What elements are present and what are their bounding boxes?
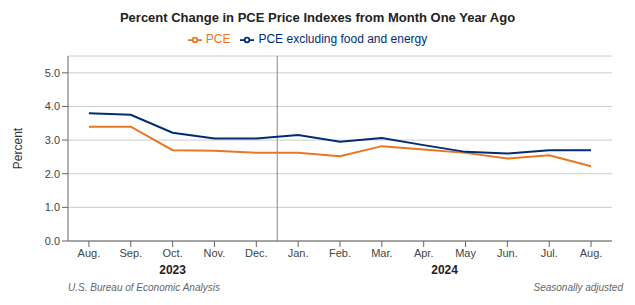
svg-text:Dec.: Dec. [245,247,268,259]
svg-text:Percent: Percent [11,127,25,169]
svg-text:Jul.: Jul. [541,247,558,259]
svg-text:Mar.: Mar. [371,247,392,259]
svg-text:Aug.: Aug. [580,247,603,259]
svg-text:2.0: 2.0 [45,168,60,180]
svg-text:Feb.: Feb. [329,247,351,259]
svg-text:Oct.: Oct. [163,247,183,259]
svg-text:4.0: 4.0 [45,100,60,112]
html-text:Seasonally adjusted: Seasonally adjusted [533,281,623,293]
svg-text:Aug.: Aug. [78,247,101,259]
svg-text:May: May [455,247,476,259]
html-text:2024: 2024 [431,263,458,277]
svg-text:3.0: 3.0 [45,134,60,146]
svg-text:Sep.: Sep. [119,247,142,259]
html-text:Percent Change in PCE Price In: Percent Change in PCE Price Indexes from… [119,10,516,25]
svg-text:1.0: 1.0 [45,201,60,213]
svg-text:Jun.: Jun. [497,247,518,259]
html-text:PCE: PCE [205,32,231,46]
svg-text:Apr.: Apr. [414,247,434,259]
svg-text:5.0: 5.0 [45,67,60,79]
html-text:PCE excluding food and energy: PCE excluding food and energy [258,32,428,46]
svg-text:Jan.: Jan. [288,247,309,259]
html-text:2023: 2023 [159,263,186,277]
html-text:U.S. Bureau of Economic Analys: U.S. Bureau of Economic Analysis [68,281,220,293]
svg-text:0.0: 0.0 [45,235,60,247]
svg-text:Nov.: Nov. [204,247,226,259]
